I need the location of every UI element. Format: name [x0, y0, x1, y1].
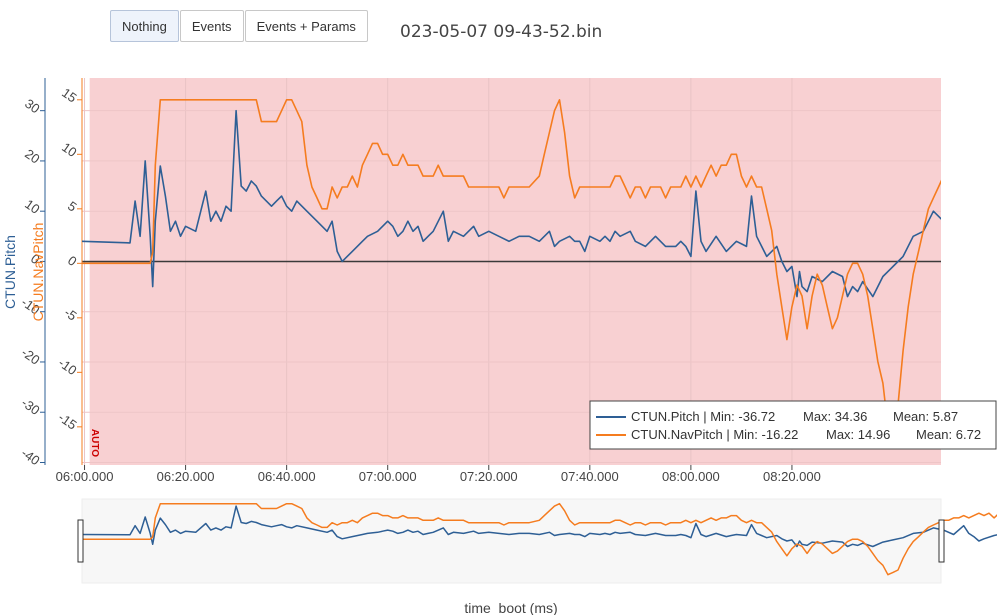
x-tick-label: 08:00.000	[662, 469, 720, 484]
y-left-tick-label: 30	[22, 96, 42, 117]
legend-entry-mean: Mean: 6.72	[916, 427, 981, 442]
range-slider-series	[81, 505, 997, 548]
x-axis-title: time_boot (ms)	[464, 600, 557, 615]
y-left-tick-label: -20	[19, 345, 43, 368]
file-name-title: 023-05-07 09-43-52.bin	[400, 22, 603, 42]
range-slider-right-handle[interactable]	[938, 519, 945, 563]
flight-mode-label: AUTO	[89, 429, 100, 457]
x-tick-label: 06:00.000	[56, 469, 114, 484]
legend-box	[589, 400, 997, 450]
x-tick-label: 06:40.000	[258, 469, 316, 484]
legend-entry-name: CTUN.NavPitch | Min: -16.22	[631, 427, 798, 442]
events-params-button[interactable]: Events + Params	[244, 10, 368, 42]
y-right-tick-label: 15	[59, 85, 79, 106]
nothing-button[interactable]: Nothing	[110, 10, 179, 42]
range-slider[interactable]	[81, 498, 942, 584]
y-right-tick-label: 5	[65, 198, 80, 214]
x-tick-label: 06:20.000	[157, 469, 215, 484]
series-line-ctun-navpitch[interactable]	[82, 99, 997, 428]
series-line-ctun-pitch[interactable]	[82, 109, 997, 443]
range-slider-left-handle[interactable]	[77, 519, 84, 563]
y-left-tick-label: 10	[22, 196, 42, 217]
y-right-tick-label: -10	[56, 355, 80, 378]
x-tick-label: 07:00.000	[359, 469, 417, 484]
y-left-tick-label: -40	[19, 445, 43, 468]
y-right-tick-label: -5	[62, 305, 80, 324]
y-right-tick-label: -15	[56, 410, 80, 433]
y-right-tick-label: 0	[65, 253, 80, 269]
range-slider-series	[82, 502, 997, 576]
plot-background	[82, 78, 90, 465]
legend-entry-max: Max: 14.96	[826, 427, 890, 442]
legend-entry-mean: Mean: 5.87	[893, 409, 958, 424]
y-left-tick-label: 20	[22, 146, 42, 167]
events-button[interactable]: Events	[179, 10, 244, 42]
x-tick-label: 07:40.000	[561, 469, 619, 484]
y-right-axis-title: CTUN.NavPitch	[30, 223, 46, 322]
y-left-tick-label: -30	[19, 395, 43, 418]
y-right-tick-label: 10	[59, 139, 79, 160]
legend-entry-name: CTUN.Pitch | Min: -36.72	[631, 409, 775, 424]
x-tick-label: 08:20.000	[763, 469, 821, 484]
x-tick-label: 07:20.000	[460, 469, 518, 484]
legend-entry-max: Max: 34.36	[803, 409, 867, 424]
y-left-axis-title: CTUN.Pitch	[2, 235, 18, 309]
chart-legend: CTUN.Pitch | Min: -36.72 Max: 34.36 Mean: …	[589, 400, 997, 450]
view-mode-toggle: Nothing Events Events + Params	[110, 10, 369, 42]
